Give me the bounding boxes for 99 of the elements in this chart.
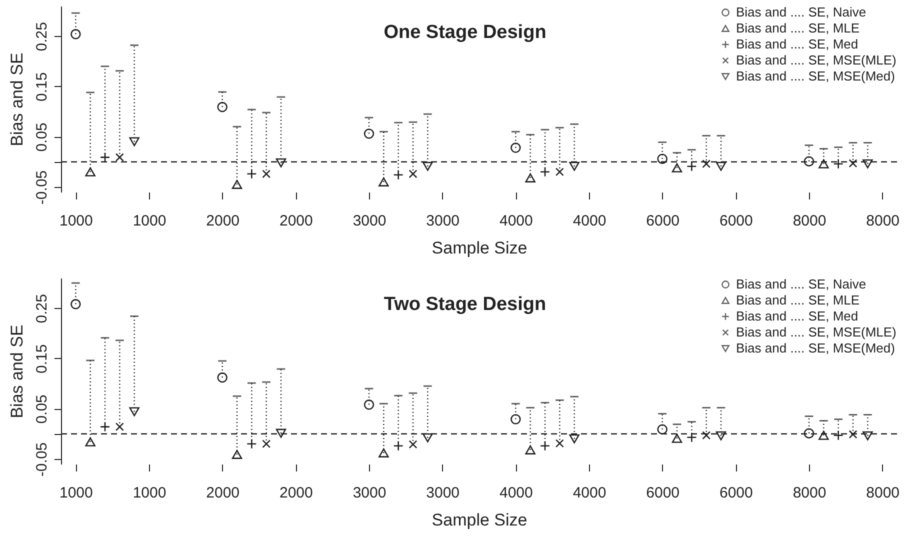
point	[100, 422, 110, 432]
point	[672, 434, 682, 443]
x-tick-label: 2000	[206, 212, 240, 230]
point	[70, 29, 81, 40]
point	[716, 431, 726, 440]
point	[672, 163, 682, 172]
point	[364, 128, 374, 139]
point	[408, 440, 418, 449]
x-tick-label: 6000	[646, 212, 680, 230]
y-tick-label: -0.05	[34, 170, 50, 205]
point	[408, 170, 418, 178]
y-tick-label: 0.05	[34, 122, 50, 152]
legend-label: Bias and .... SE, MSE(Med)	[736, 68, 895, 84]
point	[540, 440, 550, 452]
point	[276, 158, 286, 168]
point	[569, 162, 580, 171]
point	[555, 439, 564, 448]
y-tick-label: 0.25	[34, 294, 50, 324]
point	[569, 434, 580, 444]
x-tick-label: 1000	[59, 484, 93, 502]
point	[818, 159, 829, 168]
x-axis-title: Sample Size	[432, 510, 528, 530]
text: One Stage Design	[384, 22, 546, 43]
legend-label: Bias and .... SE, Med	[736, 36, 858, 52]
point	[85, 167, 96, 176]
point	[129, 137, 140, 146]
x-tick-label: 4000	[499, 484, 533, 502]
point	[232, 180, 242, 189]
y-axis-title: Bias and SE	[8, 324, 26, 418]
point	[555, 168, 564, 176]
point	[70, 299, 81, 310]
legend-label: Bias and .... SE, MLE	[736, 20, 860, 36]
x-tick-label: 2000	[279, 484, 313, 502]
text: Two Stage Design	[384, 294, 546, 315]
x-tick-label: 3000	[426, 212, 460, 230]
point	[422, 433, 433, 442]
x-tick-label: 2000	[279, 212, 313, 230]
point	[217, 102, 228, 112]
point	[378, 448, 389, 458]
x-tick-label: 6000	[719, 212, 753, 230]
y-axis-title: Bias and SE	[8, 52, 26, 146]
point	[510, 414, 521, 424]
point	[804, 428, 814, 438]
point	[525, 173, 536, 182]
legend-label: Bias and .... SE, MSE(Med)	[736, 340, 895, 356]
x-tick-label: 4000	[572, 484, 606, 502]
point	[85, 437, 96, 446]
legend-label: Bias and .... SE, MSE(MLE)	[736, 324, 896, 340]
point	[262, 170, 271, 178]
x-tick-label: 1000	[59, 212, 93, 230]
point	[862, 159, 873, 168]
x-tick-label: 8000	[866, 484, 900, 502]
x-tick-label: 1000	[132, 484, 166, 502]
point	[262, 440, 271, 448]
x-tick-label: 8000	[792, 212, 826, 230]
point	[115, 422, 124, 432]
point	[364, 400, 374, 410]
x-tick-label: 4000	[499, 212, 533, 230]
point	[510, 142, 521, 153]
point	[115, 153, 124, 162]
legend-label: Bias and .... SE, Naive	[736, 4, 866, 20]
y-tick-label: 0.25	[34, 22, 50, 52]
point	[657, 154, 668, 164]
point	[525, 445, 536, 454]
point	[804, 156, 814, 166]
point	[702, 431, 711, 440]
point	[378, 177, 389, 186]
x-tick-label: 6000	[719, 484, 753, 502]
legend-label: Bias and .... SE, Naive	[736, 276, 866, 292]
point	[848, 159, 858, 168]
point	[702, 160, 711, 168]
x-tick-label: 3000	[426, 484, 460, 502]
x-tick-label: 8000	[792, 484, 826, 502]
point	[848, 430, 858, 439]
legend-label: Bias and .... SE, Med	[736, 308, 858, 324]
x-tick-label: 4000	[572, 212, 606, 230]
x-axis-title: Sample Size	[432, 238, 528, 258]
x-tick-label: 1000	[132, 212, 166, 230]
y-tick-label: 0.15	[34, 344, 50, 374]
y-tick-label: -0.05	[34, 442, 50, 477]
point	[276, 428, 286, 438]
point	[540, 166, 550, 178]
point	[818, 430, 829, 440]
legend-label: Bias and .... SE, MSE(MLE)	[736, 52, 896, 68]
point	[657, 424, 668, 434]
x-tick-label: 6000	[646, 484, 680, 502]
point	[716, 162, 726, 171]
y-tick-label: 0.05	[34, 394, 50, 424]
point	[862, 431, 873, 440]
point	[232, 450, 242, 459]
x-tick-label: 8000	[866, 212, 900, 230]
x-tick-label: 3000	[352, 484, 386, 502]
point	[422, 162, 433, 171]
point	[129, 407, 140, 416]
legend-label: Bias and .... SE, MLE	[736, 292, 860, 308]
x-tick-label: 3000	[352, 212, 386, 230]
x-tick-label: 2000	[206, 484, 240, 502]
y-tick-label: 0.15	[34, 72, 50, 102]
point	[217, 372, 228, 383]
